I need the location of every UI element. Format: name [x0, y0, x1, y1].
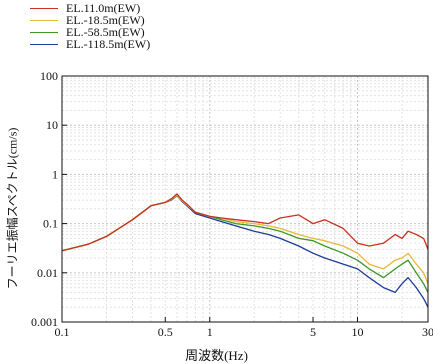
y-tick-label: 0.001: [31, 315, 58, 329]
legend-swatch: [30, 43, 58, 45]
grid-lines: [61, 75, 429, 323]
x-axis-label: 周波数(Hz): [185, 348, 248, 363]
y-tick-label: 1: [52, 167, 58, 181]
series-line: [61, 194, 429, 284]
legend-entry: EL.-18.5m(EW): [30, 14, 230, 26]
plot-frame: [61, 75, 429, 323]
series-lines: [61, 193, 429, 308]
legend-swatch: [30, 7, 58, 9]
legend-label: EL.-18.5m(EW): [66, 13, 145, 27]
legend-label: EL.11.0m(EW): [66, 1, 141, 15]
x-tick-label: 10: [352, 325, 364, 339]
series-line: [61, 194, 429, 293]
y-tick-label: 0.1: [43, 217, 58, 231]
y-tick-label: 0.01: [37, 266, 58, 280]
legend-entry: EL.11.0m(EW): [30, 2, 230, 14]
x-tick-label: 5: [310, 325, 316, 339]
legend-swatch: [30, 31, 58, 33]
series-line: [61, 193, 429, 252]
legend-entry: EL.-118.5m(EW): [30, 38, 230, 50]
x-tick-label: 0.5: [158, 325, 173, 339]
legend-entry: EL.-58.5m(EW): [30, 26, 230, 38]
x-tick-label: 0.1: [55, 325, 70, 339]
y-tick-label: 10: [46, 118, 58, 132]
series-line: [61, 194, 429, 308]
x-tick-label: 30: [422, 325, 433, 339]
legend-swatch: [30, 19, 58, 21]
legend: EL.11.0m(EW) EL.-18.5m(EW) EL.-58.5m(EW) EL…: [30, 2, 230, 50]
y-tick-label: 100: [40, 69, 58, 83]
y-axis-label: フーリエ振幅スペクトル(cm/s): [5, 127, 20, 290]
legend-label: EL.-58.5m(EW): [66, 25, 145, 39]
x-tick-label: 1: [207, 325, 213, 339]
axis-ticks: 0.1 0.5 1 5 10 30 0.001 0.01 0.1 1 10 100: [31, 69, 433, 339]
legend-label: EL.-118.5m(EW): [66, 37, 151, 51]
